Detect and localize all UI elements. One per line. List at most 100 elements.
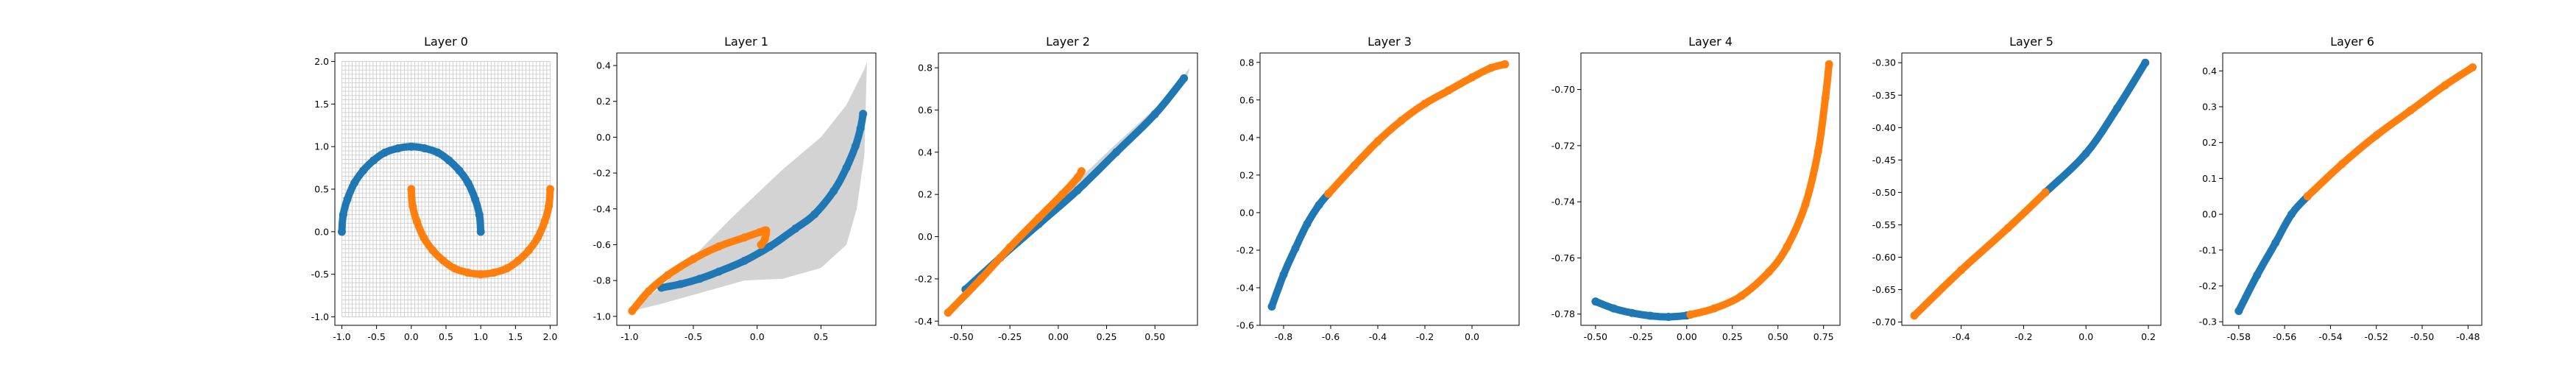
data-point [1073, 185, 1082, 194]
x-axis: -0.8 -0.6 -0.4 -0.2 0.0 [1275, 325, 1479, 342]
axes-frame [1580, 52, 1841, 326]
data-point [343, 195, 352, 204]
data-point [696, 275, 704, 283]
data-point [2141, 58, 2150, 67]
x-tick-label: -0.4 [1952, 331, 1970, 342]
series-band [1911, 188, 2050, 319]
x-axis: -0.4 -0.2 0.0 0.2 [1952, 325, 2156, 342]
x-tick-label: -0.25 [998, 331, 1022, 342]
y-axis: -0.70 -0.65 -0.60 -0.55 -0.50 -0.45 -0.40 -0.35… [1872, 57, 1902, 328]
data-point [2253, 271, 2262, 280]
data-point [2406, 106, 2415, 115]
y-tick-label: -1.0 [311, 311, 329, 322]
x-tick-label: -0.6 [1322, 331, 1340, 342]
x-tick-label: 0.25 [1097, 331, 1117, 342]
y-tick-label: 1.0 [314, 141, 329, 152]
series-class_b [1324, 60, 1510, 198]
data-point [1591, 297, 1600, 306]
subplot-6: -0.58 -0.56 -0.54 -0.52 -0.50 -0.48 -0.3 -0.2 -0… [2199, 35, 2483, 342]
data-point [1291, 244, 1300, 252]
data-point [540, 217, 549, 226]
data-point [2287, 210, 2296, 219]
data-point [545, 202, 553, 210]
y-tick-label: -0.2 [1236, 244, 1254, 255]
data-point [489, 268, 498, 277]
data-point [851, 142, 860, 151]
x-tick-label: -1.0 [620, 331, 638, 342]
y-axis: -0.78 -0.76 -0.74 -0.72 -0.70 [1551, 84, 1581, 319]
plot-area [1591, 60, 1833, 322]
data-point [1397, 116, 1406, 125]
data-point [1646, 311, 1655, 320]
data-point [1627, 308, 1636, 317]
data-point [2234, 307, 2243, 316]
x-tick-label: -0.48 [2456, 331, 2480, 342]
y-axis: -0.6 -0.4 -0.2 0.0 0.2 0.4 0.6 0.8 [1236, 57, 1260, 331]
y-tick-label: 1.5 [314, 99, 329, 110]
y-tick-label: 0.0 [1239, 207, 1254, 218]
subplot-1: -1.0 -0.5 0.0 0.5 -1.0 -0.8 -0.6 -0.4 -0.2 0.0 0.2… [593, 35, 877, 342]
data-point [455, 166, 464, 175]
data-point [524, 246, 533, 255]
subplot-title: Layer 2 [1046, 35, 1090, 49]
data-point [644, 287, 653, 296]
y-tick-label: 0.3 [2202, 102, 2217, 113]
data-point [1501, 60, 1510, 68]
data-point [1825, 60, 1833, 68]
data-point [1058, 190, 1066, 199]
data-point [412, 217, 421, 226]
data-point [1314, 201, 1323, 210]
data-point [445, 156, 453, 165]
y-tick-label: 0.0 [314, 226, 329, 237]
data-point [1073, 173, 1082, 182]
x-axis: -1.0 -0.5 0.0 0.5 [620, 325, 828, 342]
y-tick-label: -0.2 [2199, 280, 2217, 291]
y-tick-label: 0.8 [1239, 57, 1254, 68]
y-tick-label: -0.2 [593, 168, 611, 179]
x-tick-label: -0.50 [1584, 331, 1607, 342]
data-point [1035, 213, 1044, 222]
data-point [757, 240, 765, 249]
data-point [628, 307, 637, 316]
x-tick-label: -0.5 [684, 331, 702, 342]
axes-frame [938, 52, 1198, 326]
data-point [359, 166, 368, 175]
data-point [1686, 311, 1695, 319]
y-tick-label: -0.70 [1551, 84, 1575, 95]
data-point [1267, 302, 1276, 311]
series-class_b [1686, 60, 1833, 319]
x-axis: -0.58 -0.56 -0.54 -0.52 -0.50 -0.48 [2227, 325, 2480, 342]
data-point [715, 242, 723, 251]
y-axis: -1.0 -0.8 -0.6 -0.4 -0.2 0.0 0.2 0.4 [593, 60, 617, 322]
plot-area [2234, 63, 2477, 316]
y-tick-label: -0.60 [1872, 252, 1896, 263]
x-tick-label: 1.5 [508, 331, 523, 342]
series-band [628, 226, 771, 315]
x-tick-label: 0.00 [1677, 331, 1697, 342]
x-tick-label: -0.2 [1416, 331, 1434, 342]
subplot-3: -0.8 -0.6 -0.4 -0.2 0.0 -0.6 -0.4 -0.2 0.0 0.2 0.4… [1236, 35, 1520, 342]
y-axis: -0.3 -0.2 -0.1 0.0 0.1 0.2 0.3 0.4 [2199, 66, 2223, 328]
data-point [2271, 238, 2280, 247]
x-axis: -1.0 -0.5 0.0 0.5 1.0 1.5 2.0 [333, 325, 558, 342]
y-tick-label: -0.3 [2199, 316, 2217, 328]
y-tick-label: -0.76 [1551, 252, 1575, 263]
y-tick-label: 0.4 [918, 146, 933, 158]
x-tick-label: -0.56 [2273, 331, 2296, 342]
y-tick-label: -0.65 [1872, 284, 1896, 295]
x-tick-label: -0.8 [1275, 331, 1292, 342]
x-tick-label: -1.0 [333, 331, 350, 342]
y-tick-label: 0.8 [918, 63, 933, 74]
axes-frame [616, 52, 877, 326]
y-tick-label: -0.35 [1872, 90, 1896, 101]
series-class_a [2234, 192, 2312, 316]
data-point [434, 148, 442, 157]
series-class_a [1267, 189, 1333, 311]
y-tick-label: 0.5 [314, 184, 329, 195]
y-tick-label: 0.0 [918, 231, 933, 242]
y-tick-label: 0.6 [918, 105, 933, 116]
series-class_a [2041, 58, 2150, 197]
data-point [1150, 110, 1159, 118]
y-tick-label: 0.0 [596, 132, 611, 143]
